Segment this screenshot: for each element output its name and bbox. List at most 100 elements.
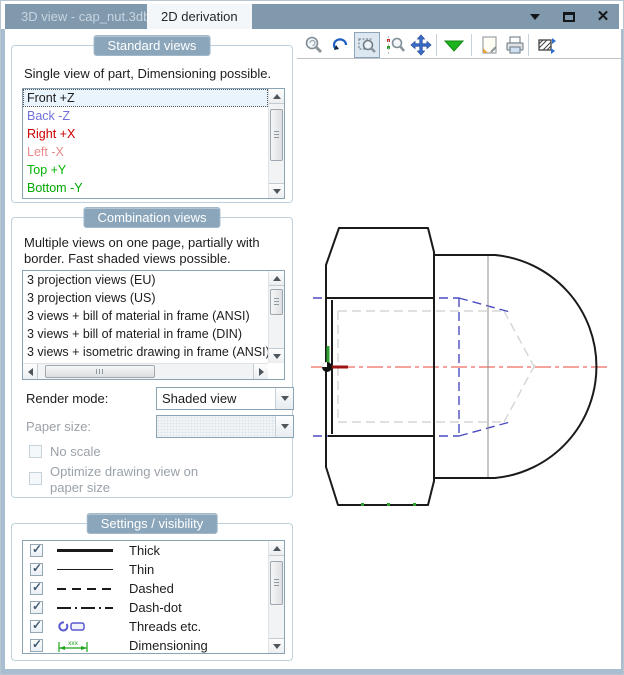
render-mode-value: Shaded view (162, 391, 237, 406)
dome-outline (434, 254, 598, 479)
new-drawing-sheet-button[interactable] (476, 32, 502, 58)
close-icon: ✕ (596, 8, 610, 25)
origin-marker-icon (322, 362, 332, 372)
zoom-undo-button[interactable] (328, 32, 354, 58)
triangle-down-icon (280, 424, 289, 429)
combination-views-header: Combination views (83, 207, 221, 228)
hatched-view-icon (538, 38, 556, 54)
list-item[interactable]: 3 projection views (US) (27, 291, 156, 305)
list-item[interactable]: Back -Z (27, 109, 71, 123)
checkbox-checked[interactable] (30, 561, 43, 576)
checkbox-checked[interactable] (30, 637, 43, 652)
zoom-previous-button[interactable] (382, 32, 408, 58)
list-item[interactable]: Right +X (27, 127, 76, 141)
list-item[interactable]: Left -X (27, 145, 64, 159)
toolbar-separator (528, 34, 529, 56)
triangle-up-icon (273, 93, 281, 99)
dash-dot-line-icon (57, 606, 117, 609)
window-frame-left (1, 29, 5, 674)
toolbar-separator (436, 34, 437, 56)
list-item[interactable]: 3 views + isometric drawing in frame (AN… (27, 345, 270, 359)
thin-line-icon (57, 569, 117, 570)
maximize-button[interactable] (559, 8, 579, 26)
view-direction-dropdown-button[interactable] (440, 32, 468, 58)
dropdown-button[interactable] (275, 388, 293, 409)
panel-content: Standard views Single view of part, Dime… (5, 29, 621, 669)
list-item[interactable]: Dashed (23, 579, 268, 598)
paper-size-label: Paper size: (26, 419, 92, 434)
triangle-up-icon (273, 275, 281, 281)
list-item[interactable]: Dash-dot (23, 598, 268, 617)
dropdown-button[interactable] (275, 416, 293, 437)
zoom-previous-icon (387, 36, 406, 54)
dashed-line-icon (57, 587, 117, 590)
scrollbar-thumb[interactable] (45, 365, 155, 378)
list-item[interactable]: Threads etc. (23, 617, 268, 636)
list-item[interactable]: Thick (23, 541, 268, 560)
scroll-up-button[interactable] (269, 541, 284, 556)
checkbox-checked[interactable] (30, 618, 43, 633)
drawing-canvas[interactable] (299, 59, 621, 668)
scrollbar-thumb[interactable] (270, 289, 283, 315)
paper-size-value (157, 416, 275, 437)
standard-views-description: Single view of part, Dimensioning possib… (24, 66, 272, 81)
tab-2d-derivation[interactable]: 2D derivation (147, 4, 252, 29)
window-frame-right (619, 29, 623, 674)
caret-down-icon (530, 13, 540, 20)
zoom-in-icon (305, 36, 323, 54)
zoom-in-button[interactable] (301, 32, 327, 58)
scroll-down-button[interactable] (269, 638, 284, 653)
no-scale-label: No scale (50, 444, 101, 459)
triangle-right-icon (258, 368, 264, 376)
list-item[interactable]: 3 views + bill of material in frame (DIN… (27, 327, 242, 341)
view-toolbar (297, 31, 621, 58)
vertical-scrollbar[interactable] (268, 541, 284, 653)
pan-button[interactable] (408, 32, 434, 58)
horizontal-scrollbar[interactable] (23, 363, 268, 379)
pan-arrows-icon (410, 34, 432, 56)
checkbox-checked[interactable] (30, 542, 43, 557)
svg-text:xxx: xxx (68, 640, 79, 647)
optimize-label: Optimize drawing view on paper size (50, 464, 199, 495)
list-item[interactable]: Thin (23, 560, 268, 579)
tab-3d-view[interactable]: 3D view - cap_nut.3db (21, 9, 151, 24)
scroll-up-button[interactable] (269, 271, 284, 286)
zoom-window-button[interactable] (354, 32, 380, 58)
threads-icon (57, 620, 117, 633)
scroll-right-button[interactable] (253, 364, 268, 379)
toolbar-separator (471, 34, 472, 56)
list-item[interactable]: Front +Z (23, 89, 268, 107)
combination-views-description: Multiple views on one page, partially wi… (24, 235, 260, 266)
list-item[interactable]: xxx Dimensioning (23, 636, 268, 653)
list-item[interactable]: 3 projection views (EU) (27, 273, 156, 287)
scrollbar-thumb[interactable] (270, 561, 283, 605)
no-scale-checkbox (29, 445, 42, 458)
triangle-left-icon (27, 368, 33, 376)
export-hatched-view-button[interactable] (533, 32, 559, 58)
settings-groupbox: Settings / visibility Thick Thin (11, 513, 293, 661)
scrollbar-thumb[interactable] (270, 109, 283, 161)
vertical-scrollbar[interactable] (268, 89, 284, 198)
scroll-left-button[interactable] (23, 364, 38, 379)
checkbox-checked[interactable] (30, 599, 43, 614)
vertical-scrollbar[interactable] (268, 271, 284, 363)
scroll-down-button[interactable] (269, 183, 284, 198)
list-item[interactable]: Bottom -Y (27, 181, 83, 195)
scroll-down-button[interactable] (269, 348, 284, 363)
standard-views-header: Standard views (93, 35, 211, 56)
triangle-up-icon (273, 545, 281, 551)
window-menu-button[interactable] (525, 8, 545, 26)
printer-icon (506, 36, 524, 54)
thick-line-icon (57, 549, 117, 552)
list-item[interactable]: 3 views + bill of material in frame (ANS… (27, 309, 250, 323)
window-controls: ✕ (525, 4, 613, 29)
checkbox-checked[interactable] (30, 580, 43, 595)
render-mode-combobox[interactable]: Shaded view (156, 387, 294, 410)
list-item[interactable]: Top +Y (27, 163, 67, 177)
triangle-down-icon (273, 643, 281, 649)
dimension-anchor-ticks (361, 503, 416, 506)
triangle-down-icon (280, 396, 289, 401)
print-button[interactable] (502, 32, 528, 58)
scroll-up-button[interactable] (269, 89, 284, 104)
close-button[interactable]: ✕ (593, 8, 613, 26)
